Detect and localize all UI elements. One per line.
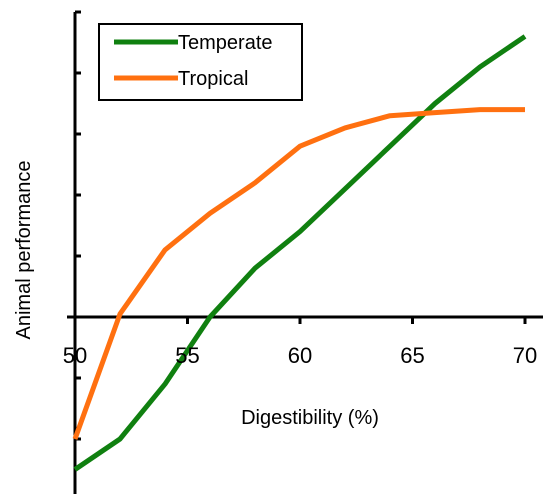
x-tick-label: 50 [63, 343, 87, 368]
axes [67, 10, 543, 494]
series-layer [72, 34, 527, 472]
x-tick-label: 70 [513, 343, 537, 368]
legend: Temperate Tropical [98, 23, 303, 101]
x-tick-marks [73, 317, 527, 324]
y-axis-title: Animal performance [13, 161, 35, 340]
x-tick-label: 60 [288, 343, 312, 368]
x-tick-labels: 50 55 60 65 70 [63, 343, 537, 368]
x-tick-label: 65 [400, 343, 424, 368]
series-line-tropical [72, 107, 525, 440]
legend-label-temperate: Temperate [178, 32, 273, 54]
x-axis-title: Digestibility (%) [241, 407, 379, 429]
legend-label-tropical: Tropical [178, 68, 248, 90]
legend-box [98, 23, 303, 101]
series-line-temperate [73, 34, 527, 472]
x-tick-label: 55 [175, 343, 199, 368]
